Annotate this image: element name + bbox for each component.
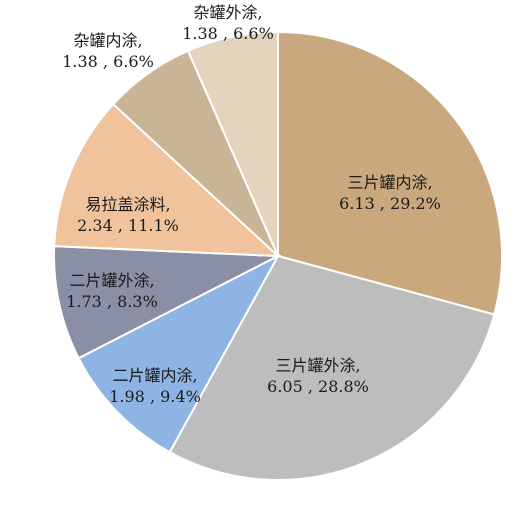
slice-value-label: 1.38 , 6.6%	[62, 52, 154, 71]
slices-layer	[53, 30, 503, 481]
slice-value-label: 1.73 , 8.3%	[66, 292, 158, 311]
slice-label-3: 二片罐内涂, 1.98 , 9.4%	[109, 366, 201, 406]
slice-label-2: 三片罐外涂, 6.05 , 28.8%	[267, 356, 369, 396]
pie-slice-7	[186, 30, 279, 257]
slice-category-label: 二片罐外涂,	[69, 271, 154, 290]
slice-category-label: 二片罐内涂,	[112, 366, 197, 385]
slice-label-6: 杂罐内涂, 1.38 , 6.6%	[62, 31, 154, 71]
slice-category-label: 杂罐内涂,	[73, 31, 142, 50]
slice-category-label: 杂罐外涂,	[193, 3, 262, 22]
slice-value-label: 2.34 , 11.1%	[77, 216, 179, 235]
pie-slice-2	[168, 254, 496, 481]
slice-label-1: 三片罐内涂, 6.13 , 29.2%	[339, 173, 441, 213]
slice-category-label: 三片罐内涂,	[347, 173, 432, 192]
slice-value-label: 1.98 , 9.4%	[109, 387, 201, 406]
pie-slice-4	[53, 245, 282, 360]
pie-slice-5	[53, 102, 281, 258]
labels-layer: 三片罐内涂, 6.13 , 29.2% 三片罐外涂, 6.05 , 28.8% 二片罐内…	[62, 3, 441, 406]
slice-value-label: 1.38 , 6.6%	[182, 24, 274, 43]
slice-category-label: 三片罐外涂,	[275, 356, 360, 375]
pie-slice-3	[77, 253, 281, 454]
slice-value-label: 6.05 , 28.8%	[267, 377, 369, 396]
slice-category-label: 易拉盖涂料,	[85, 195, 170, 214]
pie-slice-1	[277, 30, 503, 316]
slice-label-5: 易拉盖涂料, 2.34 , 11.1%	[77, 195, 179, 235]
slice-label-4: 二片罐外涂, 1.73 , 8.3%	[66, 271, 158, 311]
slice-label-7: 杂罐外涂, 1.38 , 6.6%	[182, 3, 274, 43]
slice-value-label: 6.13 , 29.2%	[339, 194, 441, 213]
